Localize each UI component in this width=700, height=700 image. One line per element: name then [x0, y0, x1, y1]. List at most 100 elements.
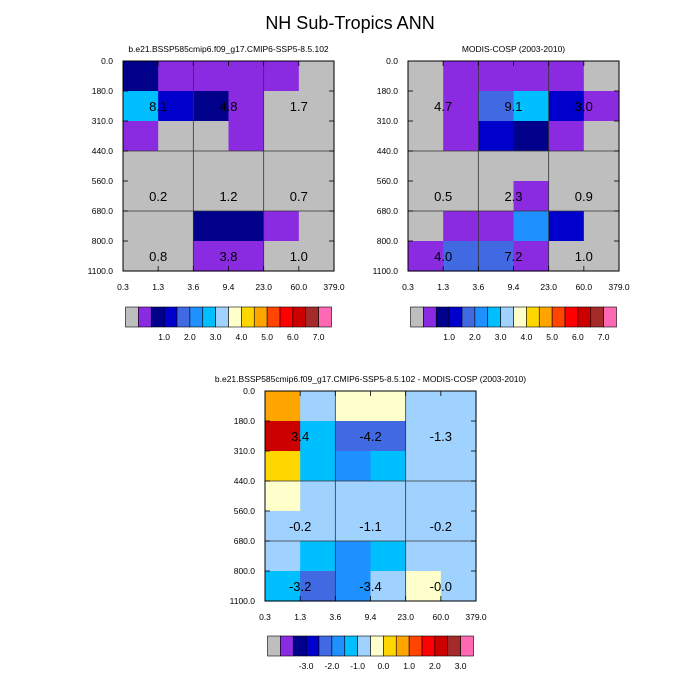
colorbar-label: 4.0: [235, 332, 247, 342]
heatmap-cell: [443, 241, 479, 272]
heatmap-cell: [443, 91, 479, 122]
y-tick-label: 800.0: [92, 236, 114, 246]
heatmap-cell: [583, 211, 620, 242]
x-tick-label: 0.3: [259, 612, 271, 622]
data-label: 1.2: [219, 189, 237, 204]
colorbar-label: 4.0: [520, 332, 532, 342]
data-label: -3.4: [359, 579, 381, 594]
colorbar-swatch: [318, 635, 333, 657]
data-label: 0.8: [149, 249, 167, 264]
heatmap-cell: [228, 61, 265, 92]
heatmap-cell: [123, 121, 159, 152]
y-tick-label: 310.0: [234, 446, 256, 456]
heatmap-cell: [513, 151, 550, 182]
heatmap-cell: [123, 91, 159, 122]
colorbar-swatch: [266, 306, 281, 328]
data-label: 7.2: [504, 249, 522, 264]
heatmap-cell: [298, 211, 335, 242]
panel-obs: MODIS-COSP (2003-2010) 0.3 1.3 3.6 9.4 23.0 60…: [373, 44, 630, 342]
heatmap-cell: [298, 181, 335, 212]
heatmap-cell: [513, 121, 550, 152]
heatmap-cell: [443, 61, 479, 92]
colorbar-swatch: [538, 306, 553, 328]
heatmap-cell: [300, 421, 336, 452]
colorbar-label: 7.0: [598, 332, 610, 342]
data-label: 3.4: [291, 429, 309, 444]
heatmap-cell: [478, 151, 515, 182]
heatmap-cell: [513, 241, 550, 272]
heatmap-cell: [335, 391, 372, 422]
y-tick-label: 680.0: [92, 206, 114, 216]
colorbar-label: 2.0: [184, 332, 196, 342]
colorbar-swatch: [370, 635, 384, 657]
colorbar-label: 6.0: [287, 332, 299, 342]
heatmap-cell: [228, 181, 265, 212]
heatmap-cell: [440, 481, 477, 512]
data-label: -0.2: [289, 519, 311, 534]
colorbar-swatch: [423, 306, 437, 328]
data-label: 3.8: [219, 249, 237, 264]
heatmap-cell: [335, 541, 372, 572]
heatmap-cell: [298, 151, 335, 182]
heatmap-cell: [193, 241, 230, 272]
colorbar-swatch: [460, 635, 474, 657]
heatmap-cell: [548, 211, 585, 242]
heatmap-cell: [405, 481, 442, 512]
data-label: 8.1: [149, 99, 167, 114]
heatmap-cell: [408, 151, 444, 182]
colorbar-label: 3.0: [495, 332, 507, 342]
x-tick-label: 3.6: [472, 282, 484, 292]
heatmap-cell: [298, 241, 335, 272]
heatmap-cell: [123, 241, 159, 272]
data-label: 4.0: [434, 249, 452, 264]
y-tick-label: 1100.0: [230, 596, 256, 606]
heatmap-cell: [193, 181, 230, 212]
panel-title: b.e21.BSSP585cmip6.f09_g17.CMIP6-SSP5-8.…: [215, 374, 526, 384]
colorbar-label: -1.0: [350, 661, 365, 671]
heatmap-cell: [228, 211, 265, 242]
heatmap-cell: [265, 571, 301, 602]
x-tick-label: 23.0: [397, 612, 414, 622]
data-label: 0.2: [149, 189, 167, 204]
heatmap-cell: [548, 151, 585, 182]
figure-title: NH Sub-Tropics ANN: [265, 13, 434, 33]
colorbar-swatch: [500, 306, 514, 328]
heatmap-cell: [335, 511, 372, 542]
heatmap-cell: [583, 181, 620, 212]
heatmap-cell: [335, 451, 372, 482]
colorbar-swatch: [421, 635, 436, 657]
heatmap-cell: [440, 391, 477, 422]
heatmap-cell: [265, 541, 301, 572]
y-tick-label: 180.0: [92, 86, 114, 96]
colorbar-swatch: [318, 306, 332, 328]
x-tick-label: 379.0: [465, 612, 487, 622]
colorbar-swatch: [176, 306, 191, 328]
x-tick-label: 9.4: [508, 282, 520, 292]
data-label: -3.2: [289, 579, 311, 594]
y-tick-label: 180.0: [234, 416, 256, 426]
y-tick-label: 310.0: [377, 116, 399, 126]
heatmap-cell: [298, 121, 335, 152]
y-tick-label: 440.0: [377, 146, 399, 156]
heatmap-cell: [335, 481, 372, 512]
x-tick-label: 379.0: [323, 282, 345, 292]
heatmap-cell: [440, 571, 477, 602]
heatmap-cell: [405, 451, 442, 482]
heatmap-cell: [228, 241, 265, 272]
heatmap-cell: [513, 91, 550, 122]
heatmap-cell: [548, 181, 585, 212]
colorbar-swatch: [202, 306, 216, 328]
heatmap-cell: [228, 151, 265, 182]
heatmap-cell: [123, 151, 159, 182]
colorbar-swatch: [408, 635, 423, 657]
heatmap-cell: [405, 421, 442, 452]
heatmap-cell: [193, 61, 230, 92]
heatmap-cell: [440, 421, 477, 452]
x-tick-label: 1.3: [152, 282, 164, 292]
colorbar-swatch: [383, 635, 397, 657]
heatmap-cell: [583, 91, 620, 122]
colorbar-swatch: [395, 635, 410, 657]
heatmap-cell: [300, 571, 336, 602]
data-label: -1.1: [359, 519, 381, 534]
